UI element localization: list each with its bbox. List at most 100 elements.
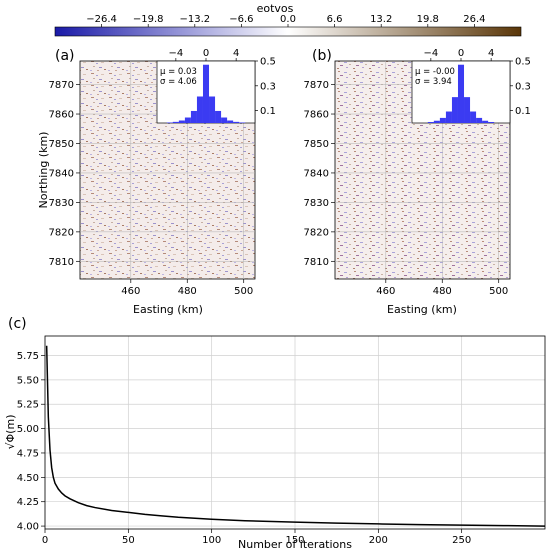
panel-b-letter: (b) [312, 48, 332, 64]
inset-y-tick-label: 0.1 [515, 106, 531, 117]
map-y-tick-label: 7810 [304, 257, 329, 268]
map-x-tick-label: 500 [234, 286, 253, 297]
colorbar-tick-label: −13.2 [179, 14, 210, 25]
inset-y-tick-label: 0.5 [260, 57, 276, 68]
colorbar-ticks: −26.4 −19.8 −13.2 −6.6 0.0 6.6 13.2 19.8 26.4 [86, 14, 486, 27]
inset-mean: μ = -0.00 [415, 67, 455, 77]
y-tick-label: 4.25 [17, 497, 39, 508]
inset-y-tick-label: 0.3 [515, 81, 531, 92]
map-y-tick-label: 7830 [304, 198, 329, 209]
map-y-tick-label: 7810 [49, 257, 74, 268]
panel-a-letter: (a) [55, 48, 75, 64]
panel-a-ylabel: Northing (km) [37, 132, 50, 209]
map-y-tick-label: 7840 [49, 168, 74, 179]
panel-b-inset: −4 0 4 0.5 0.3 0.1 μ = -0.00σ = 3.94 [411, 48, 531, 124]
colorbar-tick-label: 0.0 [280, 14, 296, 25]
colorbar-gradient [54, 26, 522, 37]
histogram-bar [482, 120, 489, 123]
convergence-line [45, 345, 546, 527]
inset-x-tick-label: 0 [458, 48, 464, 59]
histogram-bar [196, 96, 203, 123]
map-y-tick-label: 7820 [304, 227, 329, 238]
map-x-tick-label: 460 [376, 286, 395, 297]
colorbar-tick-label: 19.8 [417, 14, 439, 25]
inset-std: σ = 3.94 [415, 77, 452, 87]
panel-c-letter: (c) [8, 316, 27, 332]
panel-c: (c) 0 50 100 150 200 250 5.75 5.50 5.25 5.00 4.75 4… [4, 316, 546, 551]
colorbar-label: eotvos [257, 2, 294, 15]
panel-c-grid [44, 336, 545, 529]
histogram-bar [184, 117, 191, 123]
histogram-bar [221, 117, 228, 123]
y-tick-label: 5.25 [17, 400, 39, 411]
histogram-bar [476, 117, 483, 123]
y-tick-label: 5.50 [17, 375, 39, 386]
colorbar-tick-label: −26.4 [86, 14, 117, 25]
map-y-tick-label: 7860 [304, 110, 329, 121]
histogram-bar [464, 97, 471, 123]
histogram-bar [202, 64, 210, 123]
panel-b: (b) 460 480 500 7870 7860 7850 7840 7830 7820 781… [304, 48, 531, 316]
map-y-tick-label: 7820 [49, 227, 74, 238]
panel-c-xlabel: Number of iterations [238, 538, 352, 551]
inset-x-tick-label: 0 [203, 48, 209, 59]
histogram-bar [172, 121, 179, 123]
histogram-bar [233, 121, 240, 123]
histogram-bar [451, 97, 458, 123]
panel-a-xlabel: Easting (km) [133, 303, 203, 316]
colorbar-tick-label: 26.4 [463, 14, 485, 25]
y-tick-label: 5.00 [17, 424, 39, 435]
histogram-bar [239, 122, 246, 123]
y-tick-label: 4.75 [17, 448, 39, 459]
panel-c-ylabel: √Φ(m) [4, 415, 17, 450]
y-tick-label: 5.75 [17, 351, 39, 362]
histogram-bar [488, 121, 495, 123]
panel-c-ticks: 0 50 100 150 200 250 5.75 5.50 5.25 5.00 4.75 4.50 4… [17, 351, 471, 546]
y-tick-label: 4.50 [17, 473, 39, 484]
inset-x-tick-label: −4 [168, 48, 183, 59]
inset-x-tick-label: 4 [488, 48, 494, 59]
map-y-tick-label: 7870 [304, 80, 329, 91]
map-y-tick-label: 7860 [49, 110, 74, 121]
colorbar-tick-label: −6.6 [229, 14, 253, 25]
map-x-tick-label: 480 [178, 286, 197, 297]
panel-a: (a) 460 480 500 7870 7860 7850 7840 7830 7820 781… [37, 48, 276, 316]
inset-y-tick-label: 0.1 [260, 106, 276, 117]
map-y-tick-label: 7850 [49, 139, 74, 150]
colorbar: eotvos −26.4 −19.8 −13.2 −6.6 0.0 6.6 13.2 19.8… [54, 2, 522, 37]
panel-b-ticks: 460 480 500 7870 7860 7850 7840 7830 7820 7810 [304, 61, 510, 297]
y-tick-label: 4.00 [17, 522, 39, 533]
inset-x-tick-label: 4 [233, 48, 239, 59]
x-tick-label: 250 [452, 535, 471, 546]
x-tick-label: 50 [122, 535, 135, 546]
histogram-bar [439, 117, 446, 123]
histogram-bar [470, 111, 477, 123]
map-y-tick-label: 7840 [304, 168, 329, 179]
x-tick-label: 0 [42, 535, 48, 546]
histogram-bar [427, 121, 434, 123]
map-y-tick-label: 7830 [49, 198, 74, 209]
histogram-bar [190, 110, 197, 123]
inset-std: σ = 4.06 [160, 77, 197, 87]
map-x-tick-label: 480 [433, 286, 452, 297]
inset-y-tick-label: 0.5 [515, 57, 531, 68]
inset-y-tick-label: 0.3 [260, 81, 276, 92]
map-y-tick-label: 7870 [49, 80, 74, 91]
colorbar-tick-label: 6.6 [327, 14, 343, 25]
histogram-bar [178, 120, 185, 123]
colorbar-tick-label: −19.8 [133, 14, 164, 25]
inset-mean: μ = 0.03 [160, 67, 197, 77]
panel-b-xlabel: Easting (km) [387, 303, 457, 316]
x-tick-label: 100 [202, 535, 221, 546]
histogram-bar [457, 64, 465, 123]
histogram-bar [166, 122, 173, 123]
histogram-bar [227, 120, 234, 123]
colorbar-tick-label: 13.2 [370, 14, 392, 25]
histogram-bar [209, 96, 216, 123]
histogram-bar [215, 110, 222, 123]
map-x-tick-label: 500 [489, 286, 508, 297]
panel-a-inset: −4 0 4 0.5 0.3 0.1 μ = 0.03σ = 4.06 [156, 48, 276, 124]
x-tick-label: 150 [285, 535, 304, 546]
histogram-bar [445, 111, 452, 123]
